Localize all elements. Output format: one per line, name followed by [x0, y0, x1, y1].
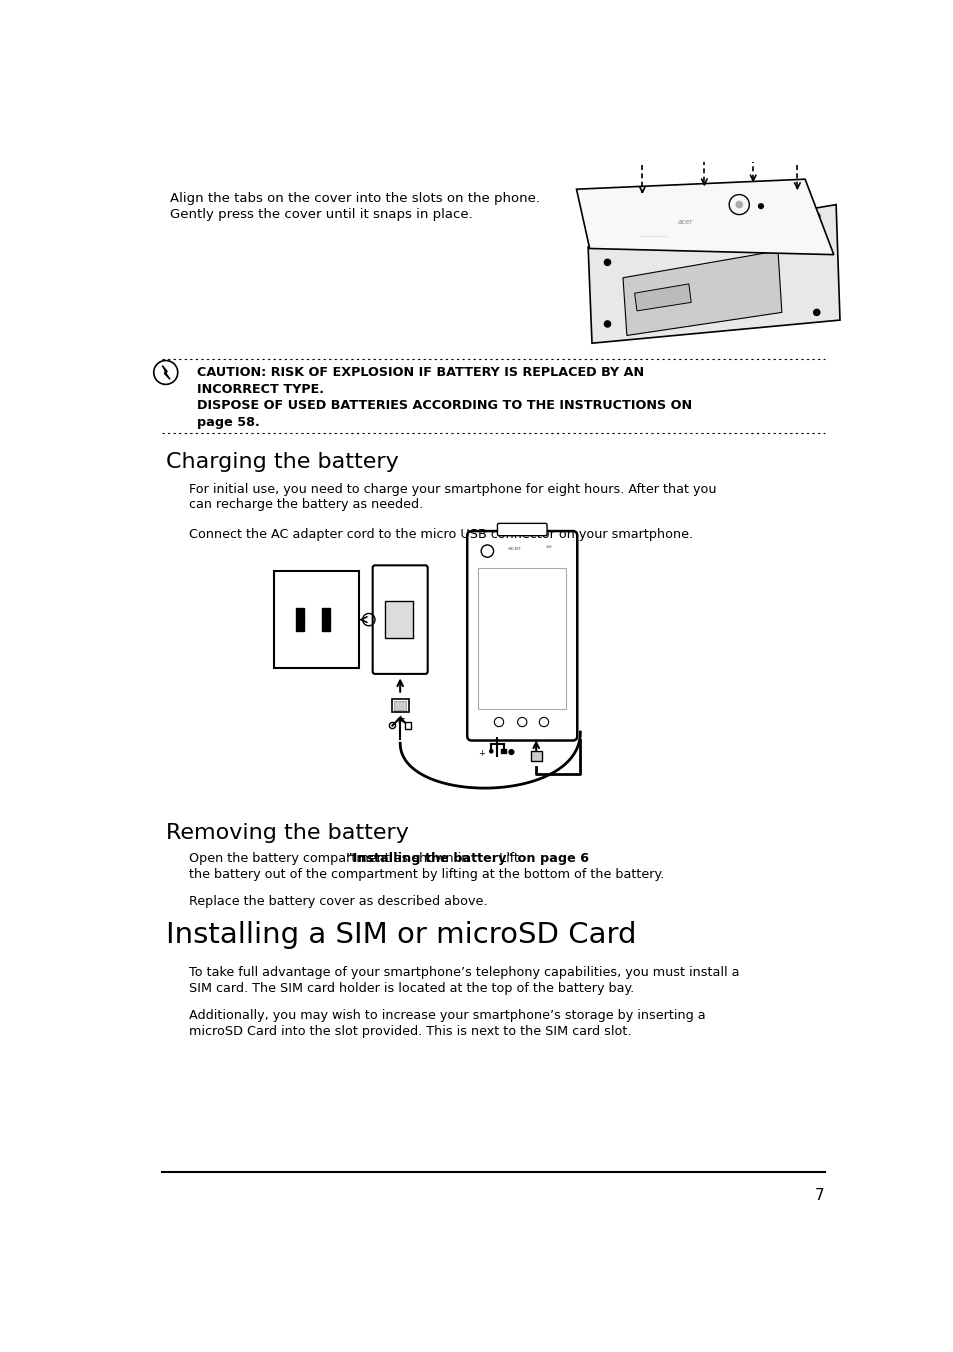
Bar — [392, 699, 408, 713]
Text: INCORRECT TYPE.: INCORRECT TYPE. — [196, 383, 323, 396]
Bar — [476, 541, 567, 562]
Bar — [385, 602, 413, 638]
Text: . Lift: . Lift — [491, 852, 518, 865]
Text: ★: ★ — [395, 717, 405, 726]
Bar — [477, 568, 566, 708]
Text: can recharge the battery as needed.: can recharge the battery as needed. — [189, 499, 423, 511]
Circle shape — [813, 214, 819, 219]
Bar — [295, 608, 303, 631]
Bar — [500, 749, 505, 753]
Circle shape — [489, 749, 493, 753]
Text: SIM card. The SIM card holder is located at the top of the battery bay.: SIM card. The SIM card holder is located… — [189, 982, 634, 995]
Bar — [404, 722, 411, 729]
Text: **: ** — [545, 545, 552, 552]
Circle shape — [813, 310, 819, 315]
Text: Open the battery compartment as shown in: Open the battery compartment as shown in — [189, 852, 473, 865]
Text: DISPOSE OF USED BATTERIES ACCORDING TO THE INSTRUCTIONS ON: DISPOSE OF USED BATTERIES ACCORDING TO T… — [196, 399, 691, 412]
Text: acer: acer — [677, 219, 692, 226]
Text: ................: ................ — [639, 233, 667, 238]
FancyBboxPatch shape — [373, 565, 427, 673]
Bar — [394, 700, 406, 710]
Text: Removing the battery: Removing the battery — [166, 823, 408, 842]
Text: For initial use, you need to charge your smartphone for eight hours. After that : For initial use, you need to charge your… — [189, 483, 716, 496]
Polygon shape — [622, 250, 781, 335]
Polygon shape — [162, 365, 170, 380]
Text: Replace the battery cover as described above.: Replace the battery cover as described a… — [189, 895, 487, 907]
Text: Connect the AC adapter cord to the micro USB connector on your smartphone.: Connect the AC adapter cord to the micro… — [189, 529, 693, 541]
Circle shape — [508, 749, 514, 756]
Text: the battery out of the compartment by lifting at the bottom of the battery.: the battery out of the compartment by li… — [189, 868, 663, 882]
Circle shape — [604, 260, 610, 265]
FancyBboxPatch shape — [497, 523, 546, 535]
Text: CAUTION: RISK OF EXPLOSION IF BATTERY IS REPLACED BY AN: CAUTION: RISK OF EXPLOSION IF BATTERY IS… — [196, 366, 643, 380]
Text: Additionally, you may wish to increase your smartphone’s storage by inserting a: Additionally, you may wish to increase y… — [189, 1009, 705, 1022]
Polygon shape — [634, 284, 691, 311]
Bar — [530, 752, 541, 761]
Circle shape — [757, 203, 763, 210]
Bar — [322, 608, 330, 631]
Text: microSD Card into the slot provided. This is next to the SIM card slot.: microSD Card into the slot provided. Thi… — [189, 1025, 631, 1038]
Bar — [274, 572, 359, 668]
Polygon shape — [576, 180, 833, 254]
Text: acer: acer — [507, 545, 521, 550]
Text: To take full advantage of your smartphone’s telephony capabilities, you must ins: To take full advantage of your smartphon… — [189, 967, 739, 979]
Text: page 58.: page 58. — [196, 416, 259, 429]
Text: "Installing the battery" on page 6: "Installing the battery" on page 6 — [346, 852, 589, 865]
Text: Charging the battery: Charging the battery — [166, 452, 398, 472]
Text: 7: 7 — [814, 1188, 823, 1203]
Text: +: + — [478, 749, 485, 758]
Text: Installing a SIM or microSD Card: Installing a SIM or microSD Card — [166, 922, 636, 949]
Circle shape — [604, 320, 610, 327]
Text: Gently press the cover until it snaps in place.: Gently press the cover until it snaps in… — [170, 208, 472, 222]
Polygon shape — [587, 204, 840, 343]
Circle shape — [735, 200, 742, 208]
Text: Align the tabs on the cover into the slots on the phone.: Align the tabs on the cover into the slo… — [170, 192, 539, 204]
FancyBboxPatch shape — [467, 531, 577, 741]
